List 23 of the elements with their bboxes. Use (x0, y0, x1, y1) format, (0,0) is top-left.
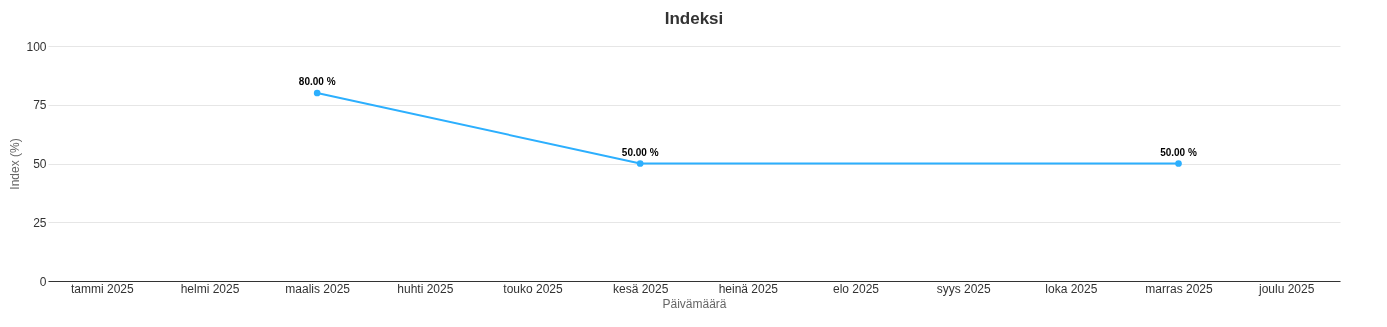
data-label: 50.00 % (1160, 146, 1197, 158)
y-tick-label: 100 (26, 39, 47, 54)
x-tick-label: touko 2025 (503, 281, 564, 296)
y-tick-label: 75 (33, 98, 47, 113)
y-tick-label: 50 (33, 157, 47, 171)
x-tick-label: syys 2025 (936, 281, 992, 296)
y-tick-label: 0 (39, 274, 47, 289)
y-tick-label: 25 (33, 215, 47, 230)
x-axis-title: Päivämäärä (662, 296, 727, 311)
data-label: 50.00 % (621, 146, 659, 158)
x-tick-label: marras 2025 (1145, 281, 1213, 296)
chart-title: Indeksi (664, 9, 724, 28)
x-tick-label: joulu 2025 (1257, 281, 1315, 296)
x-tick-label: maalis 2025 (285, 281, 351, 296)
y-axis-title: Index (%) (8, 138, 23, 190)
x-tick-label: tammi 2025 (70, 281, 134, 296)
x-tick-label: huhti 2025 (397, 281, 454, 296)
x-tick-label: loka 2025 (1045, 281, 1098, 296)
x-tick-label: elo 2025 (832, 281, 880, 296)
x-tick-label: heinä 2025 (718, 281, 779, 296)
data-label: 80.00 % (298, 76, 336, 87)
x-tick-label: helmi 2025 (180, 281, 240, 296)
x-tick-label: kesä 2025 (612, 281, 669, 296)
